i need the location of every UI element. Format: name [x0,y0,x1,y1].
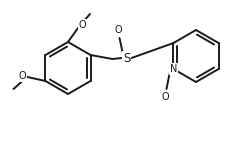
Text: O: O [162,92,169,102]
Text: O: O [19,71,26,81]
Text: O: O [115,25,122,35]
Text: O: O [79,20,86,30]
Text: N: N [170,64,177,74]
Text: S: S [123,52,130,65]
